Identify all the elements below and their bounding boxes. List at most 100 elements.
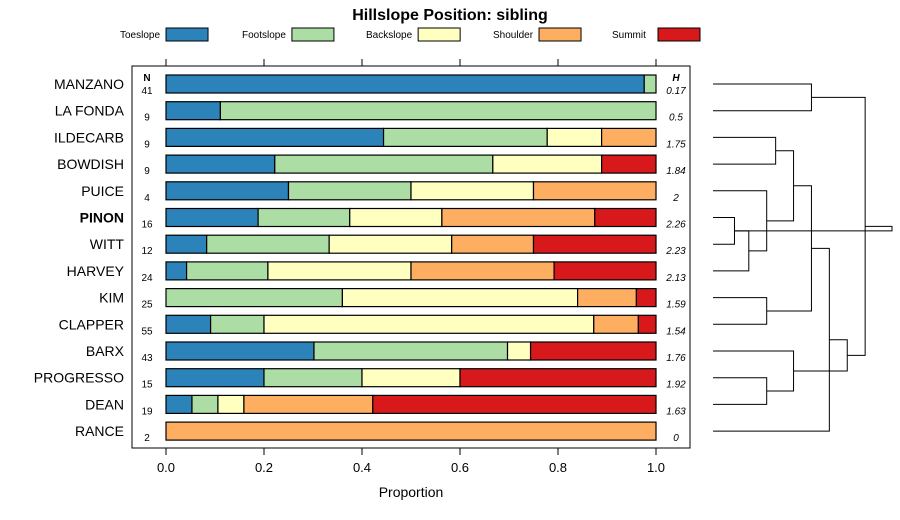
- row-label-rance: RANCE: [75, 423, 124, 439]
- x-tick-label-3: 0.6: [451, 460, 469, 475]
- bar-rows: MANZANO 41 0.17 LA FONDA 9 0.5 ILDECARB 9 1.75 BO…: [34, 74, 686, 444]
- h-value-witt: 2.23: [665, 246, 686, 257]
- legend-label-shoulder: Shoulder: [493, 30, 534, 41]
- legend-swatch-backslope: [417, 27, 461, 42]
- n-header: N: [143, 73, 150, 84]
- dendrogram-link-4: [713, 136, 777, 165]
- bar-dean-backslope: [217, 394, 245, 414]
- bar-dean-toeslope: [165, 394, 193, 414]
- bar-clapper-shoulder: [593, 314, 639, 334]
- bar-clapper-toeslope: [165, 314, 212, 334]
- bar-witt-toeslope: [165, 234, 208, 254]
- bar-ildecarb-shoulder: [601, 127, 657, 147]
- bar-harvey-shoulder: [410, 261, 555, 281]
- legend: Toeslope Footslope Backslope Shoulder Summit: [120, 27, 701, 42]
- bar-clapper-footslope: [209, 314, 265, 334]
- bar-rance-shoulder: [165, 421, 657, 441]
- bar-la-fonda-toeslope: [165, 101, 221, 121]
- h-value-clapper: 1.54: [666, 326, 686, 337]
- bar-clapper-backslope: [263, 314, 595, 334]
- legend-label-backslope: Backslope: [366, 30, 413, 41]
- n-value-harvey: 24: [141, 273, 153, 284]
- bar-ildecarb-backslope: [546, 127, 603, 147]
- bar-manzano-toeslope: [165, 74, 645, 94]
- n-value-clapper: 55: [141, 326, 153, 337]
- h-value-rance: 0: [673, 433, 679, 444]
- bar-kim-backslope: [341, 288, 579, 308]
- n-value-rance: 2: [144, 433, 150, 444]
- row-label-la-fonda: LA FONDA: [55, 103, 125, 119]
- row-label-ildecarb: ILDECARB: [54, 129, 124, 145]
- bar-pinon-summit: [594, 207, 657, 228]
- h-value-harvey: 2.13: [665, 273, 686, 284]
- legend-label-toeslope: Toeslope: [120, 30, 160, 41]
- dendrogram-link-2: [713, 190, 768, 252]
- dendrogram-link-6: [713, 377, 768, 405]
- bar-witt-summit: [532, 234, 657, 254]
- bar-bowdish-backslope: [492, 154, 603, 174]
- bar-puice-footslope: [287, 181, 412, 201]
- dendrogram-link-12: [811, 96, 866, 356]
- legend-swatch-footslope: [291, 27, 335, 42]
- legend-label-footslope: Footslope: [242, 30, 286, 41]
- h-value-progresso: 1.92: [666, 380, 686, 391]
- bar-dean-footslope: [191, 394, 219, 414]
- bar-bowdish-footslope: [274, 154, 494, 174]
- dendrogram-link-5: [766, 150, 795, 222]
- row-label-kim: KIM: [99, 290, 124, 306]
- legend-swatch-summit: [657, 27, 701, 42]
- x-tick-label-5: 1.0: [647, 460, 665, 475]
- n-value-bowdish: 9: [144, 166, 150, 177]
- x-tick-label-1: 0.2: [255, 460, 273, 475]
- h-value-puice: 2: [672, 193, 679, 204]
- bar-clapper-summit: [637, 314, 657, 334]
- legend-swatch-shoulder: [538, 27, 582, 42]
- n-value-kim: 25: [141, 300, 153, 311]
- n-value-progresso: 15: [141, 380, 153, 391]
- n-value-ildecarb: 9: [144, 139, 150, 150]
- bar-bowdish-toeslope: [165, 154, 276, 174]
- bar-progresso-toeslope: [165, 368, 265, 388]
- bar-witt-backslope: [328, 234, 453, 254]
- bar-progresso-footslope: [263, 368, 363, 388]
- x-tick-label-0: 0.0: [157, 460, 175, 475]
- bar-barx-toeslope: [165, 341, 315, 361]
- bar-manzano-footslope: [643, 74, 657, 94]
- n-value-manzano: 41: [141, 86, 153, 97]
- dendrogram-link-8: [766, 185, 812, 312]
- legend-label-summit: Summit: [612, 30, 646, 41]
- h-header: H: [672, 73, 680, 84]
- bar-puice-backslope: [410, 181, 535, 201]
- bar-ildecarb-toeslope: [165, 127, 385, 147]
- dendrogram-link-7: [713, 350, 795, 392]
- bar-la-fonda-footslope: [219, 101, 657, 121]
- x-axis: 0.0 0.2 0.4 0.6 0.8 1.0: [157, 59, 665, 475]
- h-value-manzano: 0.17: [666, 86, 686, 97]
- bar-harvey-footslope: [185, 261, 269, 281]
- bar-progresso-backslope: [361, 368, 461, 388]
- n-value-witt: 12: [141, 246, 153, 257]
- dendrogram-link-13: [734, 225, 893, 232]
- bar-harvey-backslope: [267, 261, 412, 281]
- row-label-witt: WITT: [90, 236, 125, 252]
- bar-kim-footslope: [165, 288, 343, 308]
- dendrogram-link-3: [713, 297, 768, 325]
- row-label-manzano: MANZANO: [54, 76, 124, 92]
- bar-barx-footslope: [313, 341, 509, 361]
- dendrogram: [713, 83, 893, 432]
- bar-dean-shoulder: [243, 394, 374, 414]
- h-value-dean: 1.63: [666, 406, 686, 417]
- row-label-pinon: PINON: [80, 210, 124, 226]
- bar-pinon-shoulder: [441, 207, 596, 228]
- bar-pinon-backslope: [349, 207, 443, 228]
- row-label-puice: PUICE: [81, 183, 124, 199]
- h-value-kim: 1.59: [666, 300, 686, 311]
- bar-kim-shoulder: [576, 288, 637, 308]
- row-label-harvey: HARVEY: [67, 263, 125, 279]
- bar-harvey-toeslope: [165, 261, 188, 281]
- bar-bowdish-summit: [601, 154, 657, 174]
- x-axis-label: Proportion: [379, 484, 444, 500]
- row-label-progresso: PROGRESSO: [34, 370, 124, 386]
- plot-frame: [131, 65, 691, 449]
